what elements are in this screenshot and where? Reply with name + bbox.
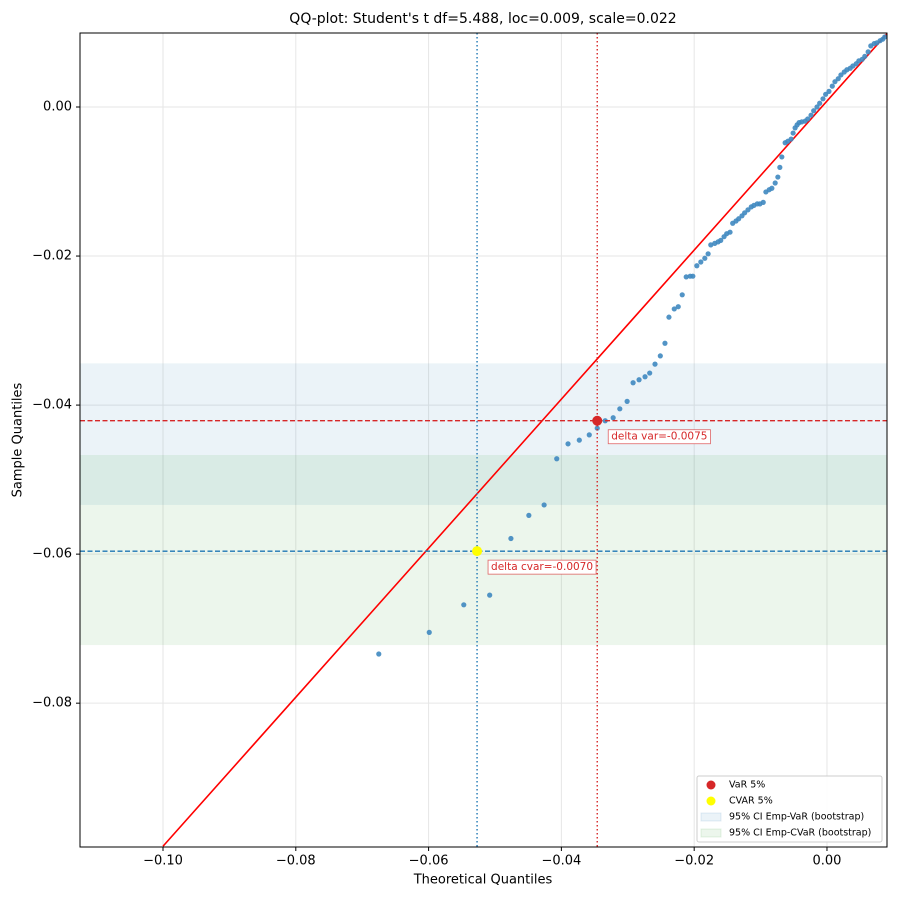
- annotation: delta cvar=-0.0070: [491, 561, 593, 573]
- annotation-box: [607, 429, 711, 445]
- sample-point: [718, 237, 724, 243]
- sample-point: [727, 229, 733, 235]
- sample-point: [820, 96, 826, 102]
- sample-point: [862, 53, 868, 59]
- sample-point: [586, 432, 592, 438]
- sample-point: [630, 380, 636, 386]
- x-tick-label: 0.00: [812, 854, 841, 869]
- sample-point: [865, 49, 871, 55]
- sample-point: [662, 340, 668, 346]
- x-tick-label: −0.10: [143, 854, 183, 869]
- sample-point: [814, 104, 820, 110]
- sample-point: [675, 304, 681, 310]
- chart-title: QQ-plot: Student's t df=5.488, loc=0.009…: [289, 11, 676, 27]
- sample-point: [657, 353, 663, 359]
- sample-point: [652, 361, 658, 367]
- legend-swatch: [706, 796, 716, 806]
- sample-point: [541, 502, 547, 508]
- sample-point: [554, 456, 560, 462]
- sample-point: [702, 255, 708, 261]
- x-tick-label: −0.02: [674, 854, 714, 869]
- sample-point: [790, 130, 796, 136]
- risk-marker: [472, 546, 483, 557]
- y-tick-label: −0.06: [32, 547, 72, 562]
- sample-point: [769, 185, 775, 191]
- sample-point: [779, 154, 785, 160]
- sample-point: [775, 174, 781, 180]
- x-tick-label: −0.06: [409, 854, 449, 869]
- sample-point: [705, 251, 711, 257]
- legend-label: VaR 5%: [729, 780, 765, 791]
- sample-point: [487, 592, 493, 598]
- sample-point: [777, 164, 783, 170]
- legend-swatch: [700, 828, 722, 838]
- sample-point: [760, 199, 766, 205]
- sample-point: [708, 242, 714, 248]
- sample-point: [679, 292, 685, 298]
- sample-point: [805, 116, 811, 122]
- x-tick-label: −0.04: [541, 854, 581, 869]
- sample-point: [690, 273, 696, 279]
- legend-label: 95% CI Emp-CVaR (bootstrap): [729, 828, 871, 839]
- sample-point: [832, 79, 838, 85]
- x-axis-label: Theoretical Quantiles: [413, 873, 553, 888]
- sample-point: [508, 535, 514, 542]
- sample-point: [576, 437, 582, 443]
- sample-point: [811, 108, 817, 114]
- sample-point: [838, 72, 844, 78]
- legend-label: 95% CI Emp-VaR (bootstrap): [729, 812, 864, 823]
- sample-point: [617, 406, 623, 412]
- sample-point: [882, 34, 887, 40]
- sample-point: [376, 651, 382, 657]
- sample-point: [808, 112, 814, 118]
- sample-point: [594, 425, 600, 431]
- y-tick-label: 0.00: [43, 100, 72, 115]
- sample-point: [526, 512, 532, 518]
- sample-point: [671, 306, 677, 312]
- sample-point: [742, 210, 748, 216]
- sample-point: [683, 274, 689, 280]
- sample-point: [647, 370, 653, 376]
- sample-point: [610, 415, 616, 421]
- reference-line: [162, 33, 887, 847]
- legend-swatch: [700, 812, 722, 822]
- annotation: delta var=-0.0075: [611, 431, 707, 443]
- sample-point: [829, 83, 835, 89]
- sample-point: [642, 374, 648, 380]
- annotation-box: [487, 559, 597, 575]
- sample-point: [826, 88, 832, 94]
- sample-point: [835, 76, 841, 82]
- sample-point: [694, 263, 700, 269]
- ci-band: [80, 455, 887, 646]
- sample-point: [426, 629, 432, 635]
- sample-point: [745, 207, 751, 213]
- sample-point: [666, 314, 672, 320]
- y-tick-label: −0.04: [32, 398, 72, 413]
- sample-point: [788, 136, 794, 142]
- sample-point: [636, 377, 642, 383]
- legend-label: CVAR 5%: [729, 796, 773, 807]
- axes-frame: [79, 32, 888, 848]
- sample-point: [817, 100, 823, 106]
- sample-point: [624, 398, 630, 404]
- sample-point: [698, 259, 704, 265]
- sample-point: [772, 180, 778, 186]
- x-tick-label: −0.08: [276, 854, 316, 869]
- sample-point: [461, 602, 467, 608]
- legend-swatch: [706, 780, 716, 790]
- y-tick-label: −0.08: [32, 696, 72, 711]
- y-tick-label: −0.02: [32, 249, 72, 264]
- risk-marker: [592, 415, 603, 426]
- legend-box: [696, 775, 883, 843]
- sample-point: [736, 216, 742, 222]
- sample-point: [823, 91, 829, 97]
- ci-band: [80, 363, 887, 505]
- sample-point: [565, 441, 571, 447]
- plot-area: [80, 33, 887, 847]
- y-axis-label: Sample Quantiles: [11, 382, 26, 497]
